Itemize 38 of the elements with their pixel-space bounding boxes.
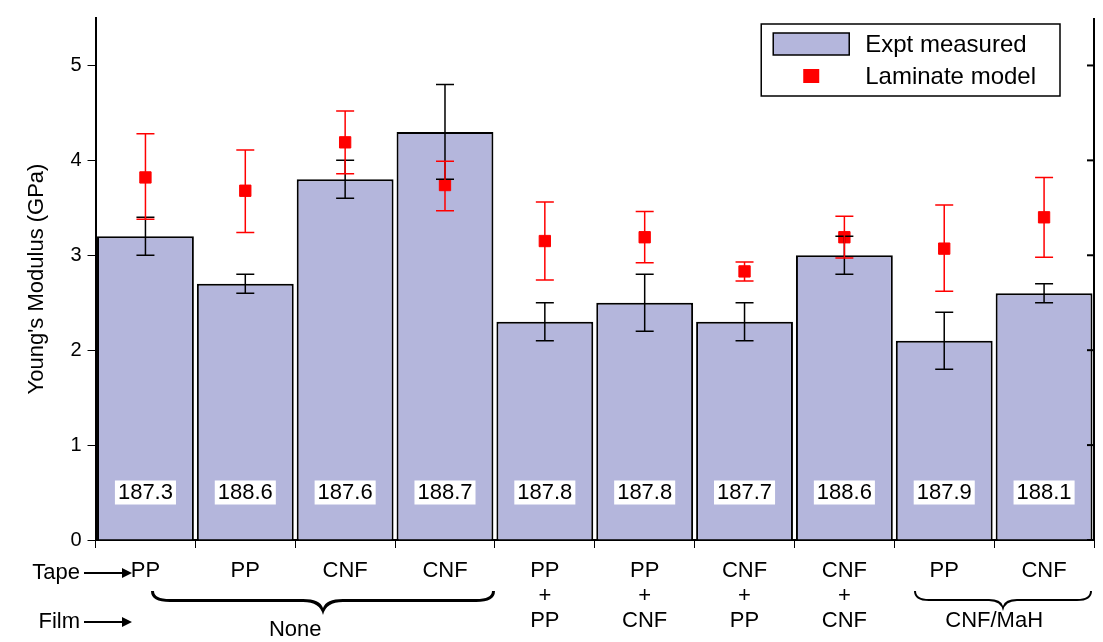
x-tick-label: PP + PP	[530, 556, 560, 633]
x-tick-label: PP	[929, 556, 959, 582]
annotation: 188.6	[217, 478, 273, 504]
annotation: 187.8	[517, 478, 573, 504]
text: Tape	[32, 559, 80, 585]
text: None	[268, 616, 322, 642]
legend-label: Laminate model	[865, 61, 1036, 89]
annotation: 188.7	[417, 478, 473, 504]
x-tick-label: CNF + PP	[721, 556, 768, 633]
y-tick-label: 1	[70, 432, 82, 455]
annotation: 188.6	[816, 478, 872, 504]
annotation: 187.7	[717, 478, 773, 504]
annotation: 187.3	[117, 478, 173, 504]
y-tick-label: 4	[70, 147, 82, 170]
point	[239, 184, 252, 197]
point	[838, 231, 851, 244]
x-tick-label: CNF	[422, 556, 468, 582]
x-tick-label: PP	[130, 556, 161, 582]
annotation: 187.8	[617, 478, 673, 504]
annotation: 188.1	[1016, 478, 1072, 504]
annotation: 187.9	[916, 478, 972, 504]
x-tick-label: CNF	[1021, 556, 1067, 582]
y-tick-label: 5	[70, 52, 82, 75]
y-axis-title: Young's Modulus (GPa)	[23, 163, 49, 395]
y-tick-label: 0	[70, 527, 82, 550]
legend-label: Expt measured	[865, 29, 1027, 57]
point	[638, 231, 651, 244]
annotation: 187.6	[317, 478, 373, 504]
text: CNF/MaH	[945, 607, 1044, 633]
x-tick-label: CNF + CNF	[821, 556, 867, 633]
y-tick-label: 3	[70, 242, 82, 265]
x-tick-label: PP	[230, 556, 260, 582]
point	[139, 171, 152, 184]
x-tick-label: PP + CNF	[622, 556, 668, 633]
text: Film	[38, 608, 80, 634]
x-tick-label: CNF	[322, 556, 368, 582]
y-tick-label: 2	[70, 337, 82, 360]
point	[938, 242, 951, 255]
